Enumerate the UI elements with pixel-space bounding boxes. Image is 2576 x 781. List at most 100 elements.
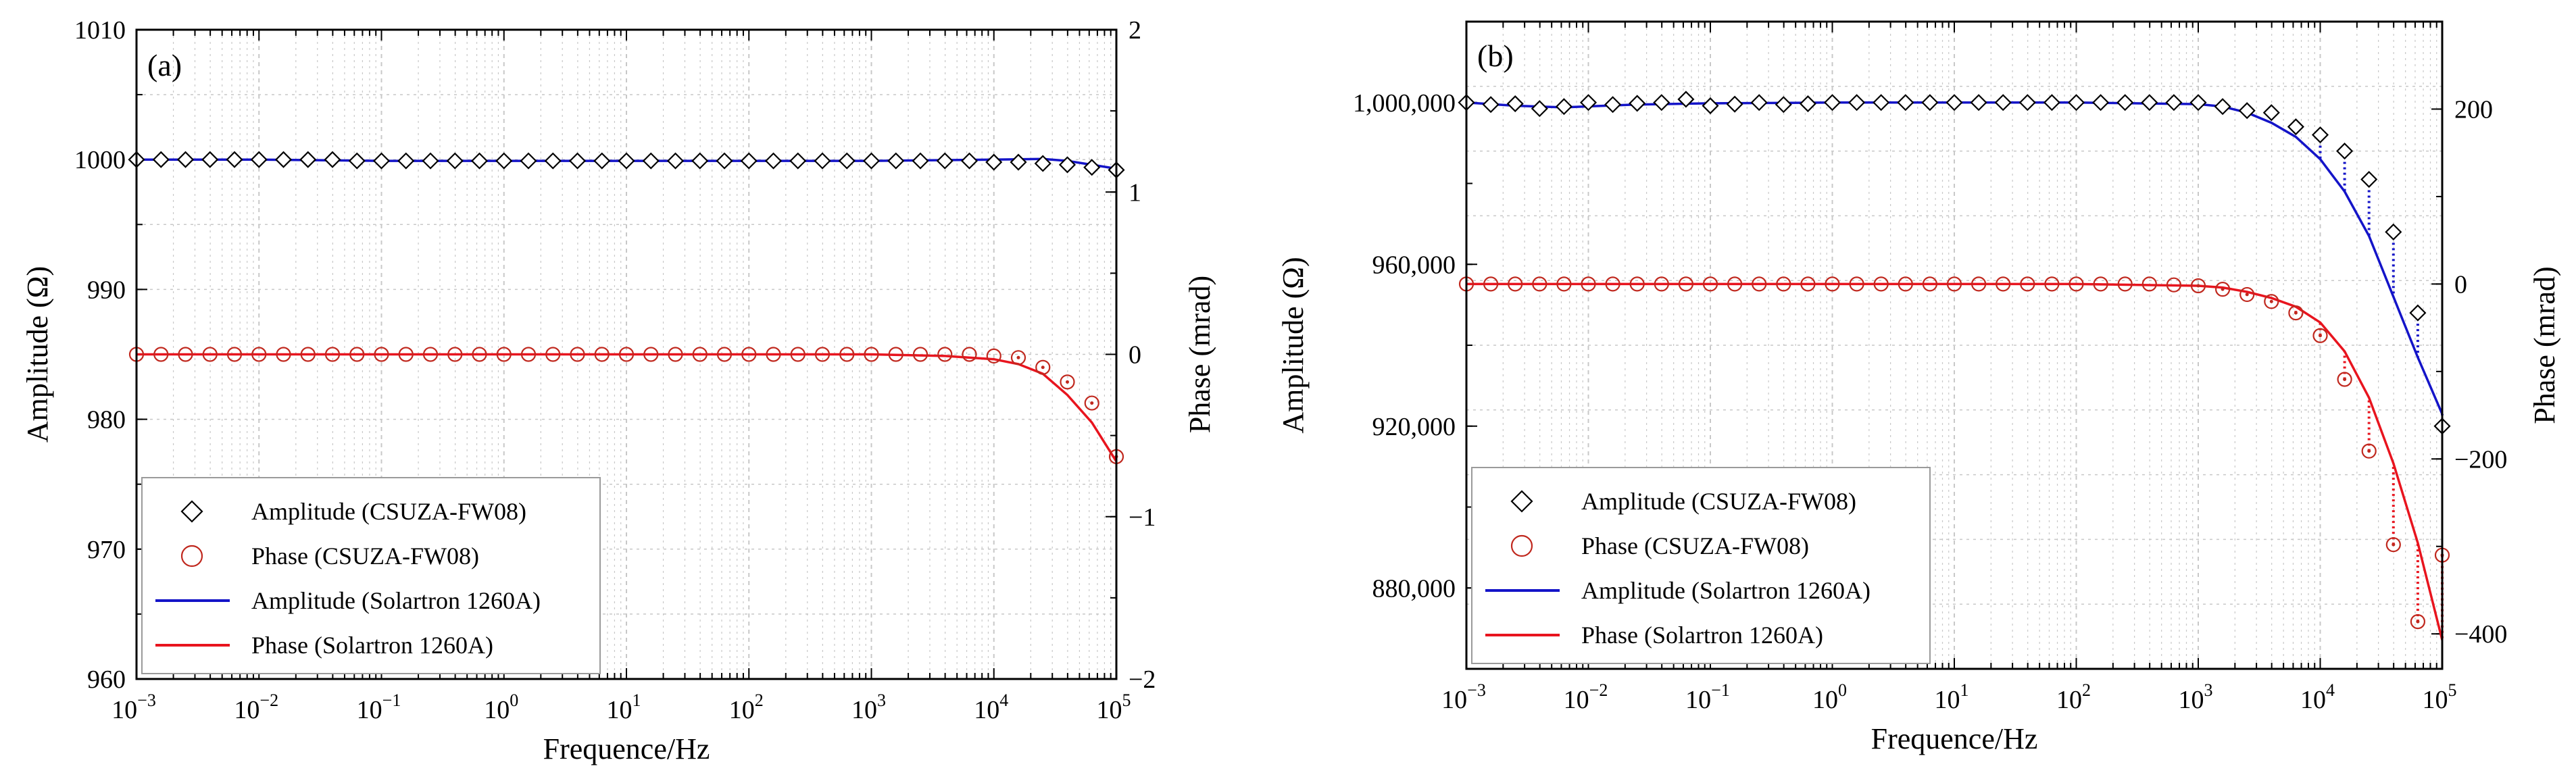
phase-point <box>1825 276 1840 292</box>
panel-label: (b) <box>1477 39 1514 73</box>
phase-point <box>251 347 267 362</box>
phase-point-center <box>2196 284 2200 288</box>
y-tick-label: 1,000,000 <box>1353 89 1456 118</box>
phase-point <box>692 347 708 362</box>
y2-tick-label: 0 <box>2454 270 2467 299</box>
phase-point-center <box>2294 311 2298 315</box>
phase-point <box>545 347 561 362</box>
phase-point <box>839 347 855 362</box>
phase-point <box>643 347 659 362</box>
phase-point <box>226 347 243 362</box>
phase-point <box>618 347 635 362</box>
phase-point <box>1946 276 1962 292</box>
phase-point <box>472 347 487 362</box>
y2-axis-title: Phase (mrad) <box>1183 276 1216 433</box>
x-tick-exponent: 5 <box>1122 690 1131 710</box>
phase-point <box>1678 276 1693 292</box>
x-tick-exponent: −2 <box>1589 680 1608 700</box>
phase-point-center <box>2221 287 2225 291</box>
x-tick-label: 10−1 <box>1685 680 1730 714</box>
phase-point <box>1532 276 1547 292</box>
phase-point <box>594 347 610 362</box>
x-tick-label: 105 <box>1097 690 1131 724</box>
phase-point <box>2312 328 2328 343</box>
plot-frame <box>135 28 1118 680</box>
amplitude-point <box>250 151 268 168</box>
amplitude-point <box>936 152 953 170</box>
phase-point <box>2264 294 2279 309</box>
amplitude-point <box>862 152 881 170</box>
amplitude-point <box>789 152 807 170</box>
x-tick-base: 10 <box>112 696 137 724</box>
amplitude-point <box>1750 94 1768 111</box>
phase-point <box>2385 537 2401 553</box>
x-tick-exponent: 3 <box>877 690 886 710</box>
amplitude-point <box>470 152 489 170</box>
x-tick-base: 10 <box>1685 686 1711 714</box>
amplitude-point <box>2238 102 2256 120</box>
amplitude-point <box>1970 94 1987 111</box>
y-tick-label: 990 <box>87 276 126 304</box>
x-tick-label: 101 <box>607 690 641 724</box>
phase-point <box>496 347 512 362</box>
phase-point <box>2190 278 2206 294</box>
phase-point <box>1971 276 1987 292</box>
phase-point <box>1060 374 1075 390</box>
phase-point <box>888 347 903 362</box>
phase-point <box>2141 276 2157 292</box>
x-tick-exponent: −1 <box>1711 680 1730 700</box>
amplitude-point <box>324 151 341 168</box>
y2-tick-label: −400 <box>2454 620 2507 649</box>
panel-a: 10−3 10−2 10−1 100 101 102 103 104 1059609709809… <box>21 16 1216 765</box>
amplitude-point <box>568 152 587 170</box>
y2-tick-label: −200 <box>2454 445 2507 474</box>
y2-tick-label: −1 <box>1129 503 1156 532</box>
phase-point <box>864 347 879 362</box>
phase-point <box>374 347 389 362</box>
amplitude-point <box>299 151 317 168</box>
x-tick-base: 10 <box>2300 686 2326 714</box>
amplitude-point <box>152 151 170 168</box>
phase-point <box>1898 276 1913 292</box>
amplitude-point <box>1775 96 1792 114</box>
amplitude-point <box>1823 94 1841 111</box>
amplitude-point <box>2043 94 2060 111</box>
legend-box <box>141 477 601 674</box>
amplitude-point <box>1531 100 1548 118</box>
amplitude-point <box>764 152 783 170</box>
phase-point <box>2117 276 2133 292</box>
y-tick-label: 1000 <box>74 146 126 174</box>
phase-point <box>1873 276 1889 292</box>
phase-point <box>912 347 928 362</box>
y-axis-title: Amplitude (Ω) <box>21 266 54 443</box>
amplitude-point <box>1873 94 1890 111</box>
phase-point <box>1556 276 1572 292</box>
legend-amplitude-marker <box>1510 490 1533 513</box>
phase-point <box>349 347 365 362</box>
x-tick-base: 10 <box>2423 686 2448 714</box>
phase-point-center <box>2343 377 2347 381</box>
x-tick-exponent: 5 <box>2448 680 2457 700</box>
amplitude-point <box>716 152 733 170</box>
x-tick-label: 102 <box>2056 680 2091 714</box>
legend-label: Amplitude (CSUZA-FW08) <box>251 498 526 525</box>
phase-point <box>1727 276 1743 292</box>
y-tick-label: 960 <box>87 665 126 694</box>
phase-point <box>520 347 537 362</box>
phase-point <box>814 347 831 362</box>
phase-point <box>2361 443 2377 459</box>
amplitude-point <box>226 151 243 168</box>
x-tick-label: 104 <box>2300 680 2335 714</box>
phase-point-center <box>2269 299 2273 303</box>
x-tick-label: 103 <box>851 690 886 724</box>
y-tick-label: 920,000 <box>1372 413 1456 441</box>
amplitude-point <box>593 152 611 170</box>
legend-label: Phase (CSUZA-FW08) <box>1581 532 1809 559</box>
amplitude-point <box>985 153 1003 171</box>
x-tick-label: 10−3 <box>1441 680 1486 714</box>
x-axis-title: Frequence/Hz <box>543 732 710 765</box>
x-tick-base: 10 <box>357 696 382 724</box>
legend-label: Phase (CSUZA-FW08) <box>251 543 479 570</box>
x-tick-exponent: 1 <box>633 690 641 710</box>
y2-tick-label: 200 <box>2454 95 2493 124</box>
